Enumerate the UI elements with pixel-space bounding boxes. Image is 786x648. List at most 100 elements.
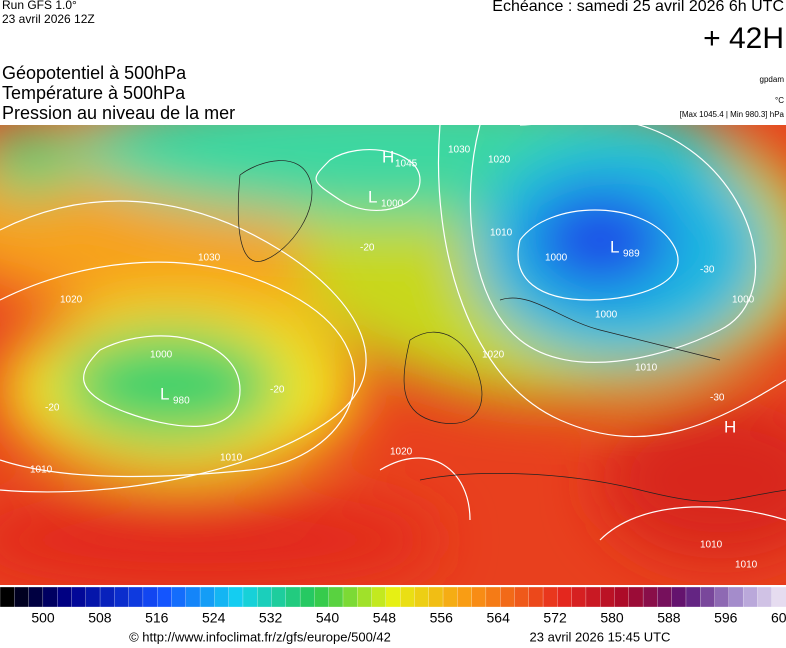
color-swatch (585, 586, 601, 608)
color-swatch (42, 586, 58, 608)
scale-label: 508 (88, 610, 112, 626)
scale-label: 500 (31, 610, 55, 626)
color-swatch (757, 586, 773, 608)
scale-label: 516 (145, 610, 169, 626)
map (0, 125, 786, 585)
color-swatch (714, 586, 730, 608)
field: Pression au niveau de la mer (2, 103, 235, 123)
color-swatch (728, 586, 744, 608)
isobar-label: 1010 (700, 540, 723, 551)
color-swatch (285, 586, 301, 608)
color-swatch (0, 586, 15, 608)
color-swatch (85, 586, 101, 608)
isobar-label: 1000 (732, 295, 755, 306)
temperature-label: -30 (710, 393, 725, 404)
scale-label: 588 (657, 610, 681, 626)
scale-label: 532 (259, 610, 283, 626)
center-value: 1000 (381, 199, 404, 210)
color-swatch (171, 586, 187, 608)
scale-label: 540 (316, 610, 340, 626)
color-swatch (685, 586, 701, 608)
color-swatch (57, 586, 73, 608)
scale-label: 556 (430, 610, 454, 626)
color-swatch (742, 586, 759, 608)
color-swatch (628, 586, 644, 608)
generated: 23 avril 2026 15:45 UTC (530, 629, 671, 644)
isobar-label: 1010 (635, 363, 658, 374)
color-swatch (99, 586, 115, 608)
color-swatch (614, 586, 630, 608)
unit: [Max 1045.4 | Min 980.3] hPa (680, 110, 785, 119)
color-swatch (299, 586, 316, 608)
temperature-label: -20 (360, 243, 375, 254)
color-swatch (357, 586, 373, 608)
color-swatch (600, 586, 616, 608)
color-swatch (14, 586, 30, 608)
color-swatch (185, 586, 201, 608)
color-swatch (271, 586, 287, 608)
color-swatch (471, 586, 487, 608)
scale-label: 580 (600, 610, 624, 626)
center-letter: H (382, 147, 394, 166)
color-swatch (157, 586, 173, 608)
isobar-label: 1030 (198, 253, 221, 264)
scale-label: 564 (487, 610, 511, 626)
color-swatch (657, 586, 673, 608)
color-swatch (371, 586, 387, 608)
scale-label: 572 (543, 610, 567, 626)
color-swatch (442, 586, 458, 608)
color-swatch (257, 586, 273, 608)
field: Température à 500hPa (2, 83, 186, 103)
scale-label: 596 (714, 610, 738, 626)
isobar-label: 1000 (150, 350, 173, 361)
source: © http://www.infoclimat.fr/z/gfs/europe/… (129, 629, 391, 644)
scale-label: 524 (202, 610, 226, 626)
color-swatch (771, 586, 786, 608)
color-swatch (485, 586, 501, 608)
color-swatch (528, 586, 544, 608)
color-swatch (314, 586, 330, 608)
isobar-label: 1030 (448, 145, 471, 156)
unit: °C (775, 96, 784, 105)
isobar-label: 1020 (60, 295, 83, 306)
isobar-label: 1020 (482, 350, 505, 361)
color-swatch (228, 586, 244, 608)
isobar-label: 1010 (220, 453, 243, 464)
run-date: 23 avril 2026 12Z (2, 12, 95, 26)
center-value: 1045 (395, 159, 418, 170)
center-letter: L (610, 237, 619, 256)
isobar-label: 1020 (390, 447, 413, 458)
color-swatch (328, 586, 344, 608)
color-swatch (114, 586, 130, 608)
temperature-label: -20 (45, 403, 60, 414)
color-swatch (642, 586, 659, 608)
color-swatch (671, 586, 687, 608)
center-letter: L (160, 384, 169, 403)
unit: gpdam (760, 75, 785, 84)
isobar-label: 1010 (30, 465, 53, 476)
color-swatch (342, 586, 358, 608)
color-swatch (399, 586, 416, 608)
field: Géopotentiel à 500hPa (2, 63, 187, 83)
color-swatch (514, 586, 530, 608)
isobar-label: 1000 (545, 253, 568, 264)
color-swatch (457, 586, 473, 608)
center-letter: L (368, 187, 377, 206)
color-swatch (199, 586, 216, 608)
color-swatch (71, 586, 87, 608)
color-swatch (700, 586, 716, 608)
isobar-label: 1010 (735, 560, 758, 571)
color-scale: 500 508 516 524 532 540 548 556 564 572 580 588 596 6… (0, 586, 786, 626)
isobar-label: 1020 (488, 155, 511, 166)
color-swatch (142, 586, 158, 608)
lead-time: + 42H (703, 22, 784, 55)
color-swatch (557, 586, 573, 608)
color-swatch (500, 586, 516, 608)
color-swatch (242, 586, 258, 608)
scale-label: 604 (771, 610, 786, 626)
center-letter: H (724, 417, 736, 436)
color-swatch (414, 586, 430, 608)
center-value: 980 (173, 396, 190, 407)
